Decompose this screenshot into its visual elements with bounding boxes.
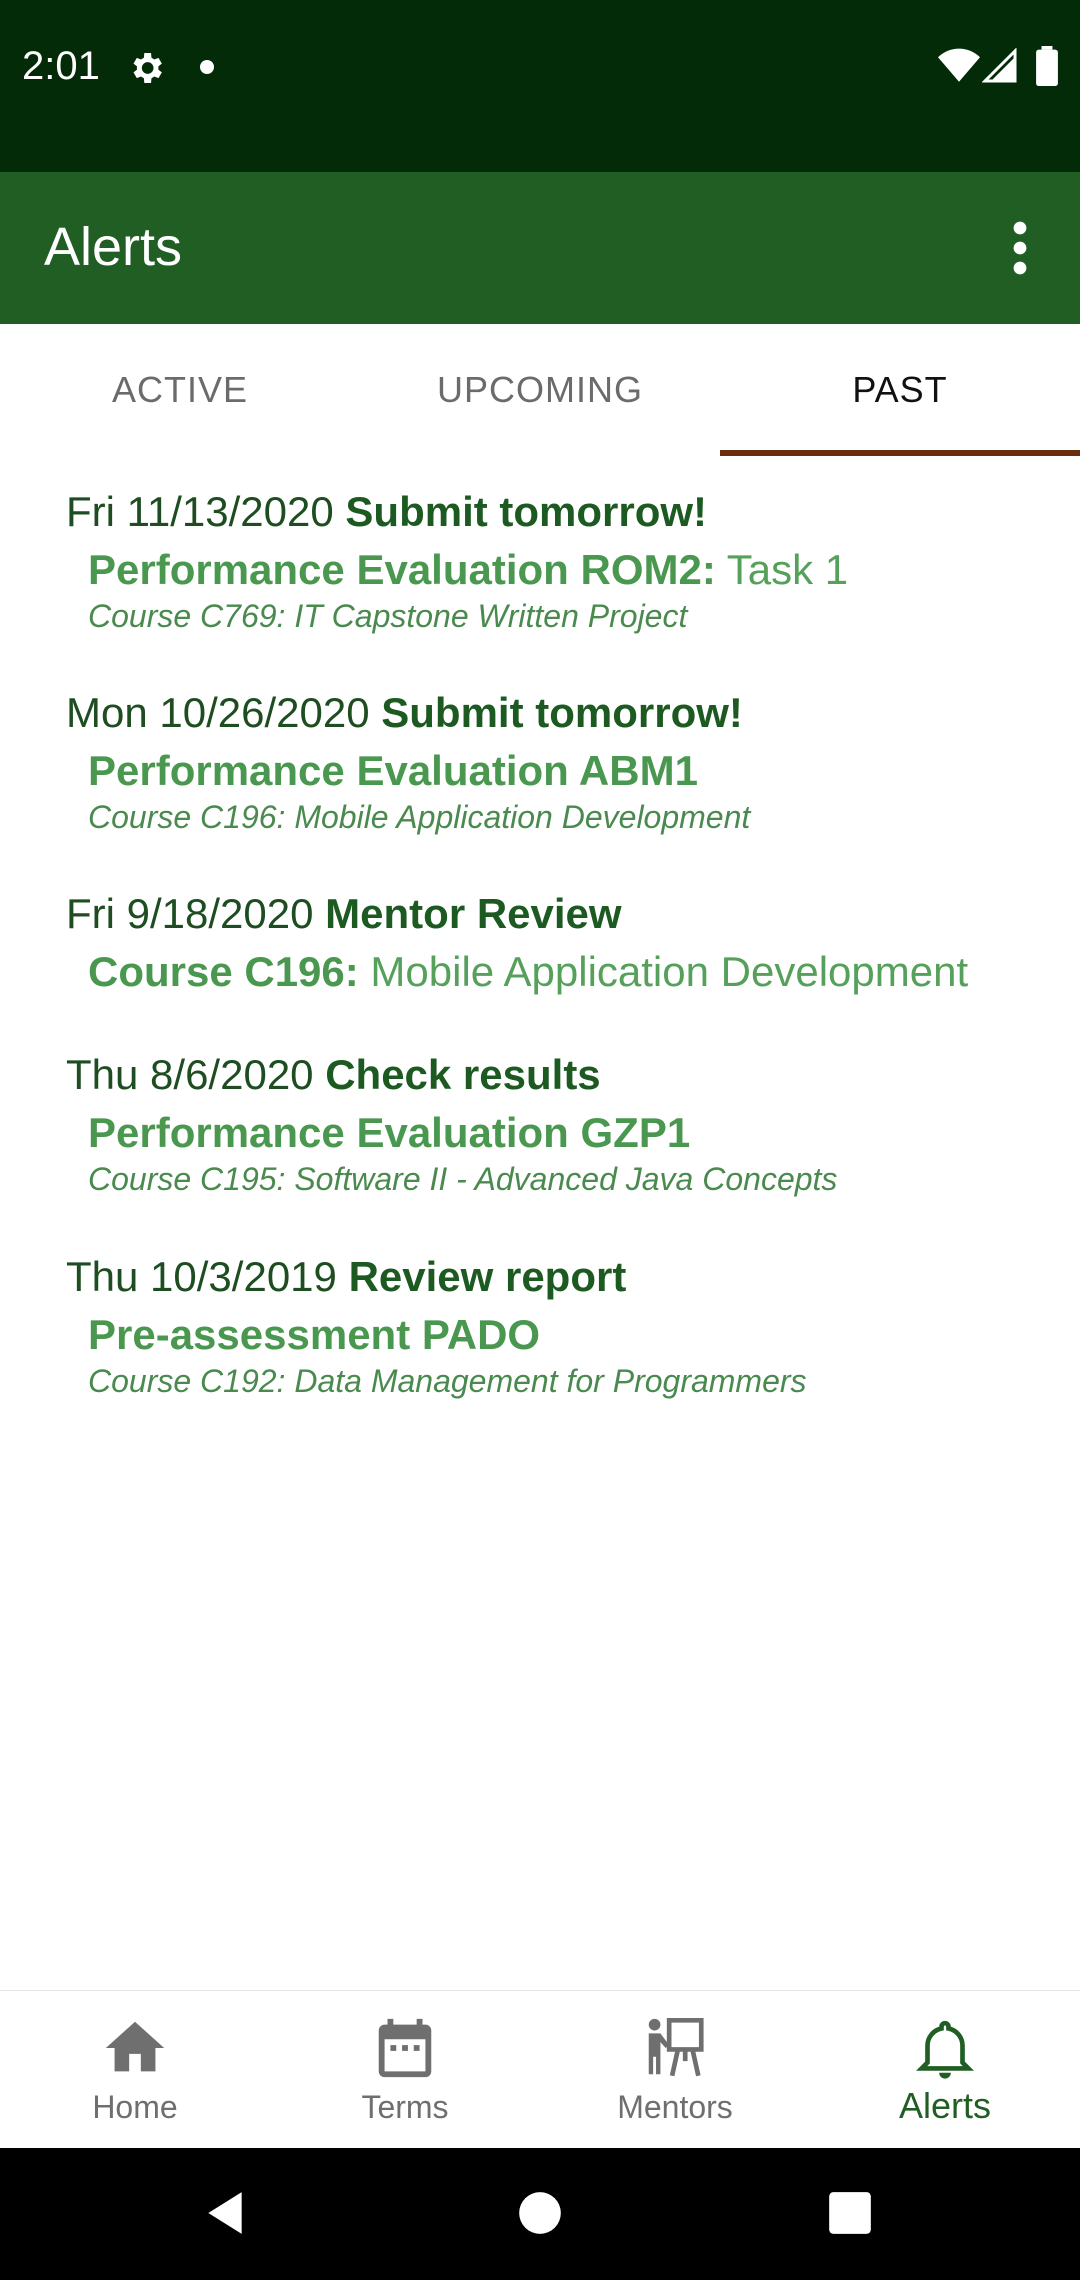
back-icon[interactable]: [200, 2188, 250, 2238]
alert-headline: Check results: [325, 1051, 601, 1098]
nav-label-terms: Terms: [361, 2089, 449, 2125]
notification-dot-icon: [200, 60, 214, 74]
home-icon: [105, 2021, 165, 2072]
alert-title: Course C196:: [88, 948, 359, 995]
alert-title-line: Performance Evaluation ABM1: [88, 747, 1066, 795]
alert-date-line: Thu 8/6/2020 Check results: [66, 1051, 1066, 1099]
gear-icon: [133, 53, 162, 83]
nav-item-terms[interactable]: Terms: [270, 1991, 540, 2149]
nav-item-home[interactable]: Home: [0, 1991, 270, 2149]
bottom-navigation: Home Terms Mentors Alerts: [0, 1990, 1080, 2149]
signal-icon: [982, 48, 1017, 83]
alert-course: Course C192: Data Management for Program…: [88, 1363, 807, 1399]
status-time: 2:01: [22, 44, 100, 88]
battery-icon: [1036, 46, 1058, 86]
alert-headline: Mentor Review: [325, 890, 622, 937]
alert-date-line: Fri 9/18/2020 Mentor Review: [66, 890, 1066, 938]
alert-date: Fri 11/13/2020: [66, 488, 334, 535]
alert-title-line: Performance Evaluation GZP1: [88, 1109, 1066, 1157]
list-item[interactable]: Thu 10/3/2019 Review report Pre-assessme…: [66, 1253, 1066, 1400]
tab-past[interactable]: PAST: [852, 369, 948, 410]
alert-course: Course C196: Mobile Application Developm…: [88, 799, 751, 835]
alert-headline: Review report: [348, 1253, 627, 1300]
nav-label-home: Home: [92, 2089, 178, 2125]
alert-title-line: Performance Evaluation ROM2: Task 1: [88, 546, 1066, 594]
alert-title-suffix: Mobile Application Development: [358, 948, 969, 995]
list-item[interactable]: Fri 11/13/2020 Submit tomorrow! Performa…: [66, 488, 1066, 635]
wifi-icon: [938, 48, 980, 82]
alert-headline: Submit tomorrow!: [345, 488, 708, 535]
alert-date: Thu 10/3/2019: [66, 1253, 337, 1300]
nav-label-mentors: Mentors: [617, 2089, 733, 2125]
recents-icon[interactable]: [825, 2188, 875, 2238]
nav-label-alerts: Alerts: [898, 2085, 992, 2126]
mentor-icon: [648, 2017, 704, 2077]
tab-indicator: [720, 450, 1080, 456]
calendar-icon: [378, 2018, 432, 2078]
alert-title-line: Pre-assessment PADO: [88, 1311, 1066, 1359]
alert-title-line: Course C196: Mobile Application Developm…: [88, 948, 1066, 996]
alert-date-line: Mon 10/26/2020 Submit tomorrow!: [66, 689, 1066, 737]
alert-course: Course C769: IT Capstone Written Project: [88, 598, 688, 634]
app-bar: Alerts: [0, 172, 1080, 324]
list-item[interactable]: Fri 9/18/2020 Mentor Review Course C196:…: [66, 890, 1066, 996]
alert-headline: Submit tomorrow!: [381, 689, 743, 736]
home-circle-icon[interactable]: [515, 2188, 565, 2238]
nav-item-alerts[interactable]: Alerts: [810, 1991, 1080, 2149]
alert-title-suffix: Task 1: [715, 546, 849, 593]
alert-course: Course C195: Software II - Advanced Java…: [88, 1161, 838, 1197]
more-vert-icon[interactable]: [1000, 220, 1040, 276]
page-title: Alerts: [44, 217, 183, 277]
tab-bar: ACTIVE UPCOMING PAST: [0, 324, 1080, 456]
tab-active[interactable]: ACTIVE: [111, 369, 249, 410]
alert-title: Performance Evaluation ABM1: [88, 747, 698, 794]
list-item[interactable]: Thu 8/6/2020 Check results Performance E…: [66, 1051, 1066, 1198]
list-item[interactable]: Mon 10/26/2020 Submit tomorrow! Performa…: [66, 689, 1066, 836]
status-bar: 2:01: [0, 0, 1080, 172]
alert-title: Pre-assessment PADO: [88, 1311, 541, 1358]
system-navigation-bar: [0, 2148, 1080, 2280]
alert-title: Performance Evaluation ROM2:: [88, 546, 716, 593]
bell-icon: [916, 2020, 974, 2079]
alert-date: Thu 8/6/2020: [66, 1051, 314, 1098]
alert-date-line: Thu 10/3/2019 Review report: [66, 1253, 1066, 1301]
alert-date-line: Fri 11/13/2020 Submit tomorrow!: [66, 488, 1066, 536]
alert-date: Mon 10/26/2020: [66, 689, 370, 736]
tab-upcoming[interactable]: UPCOMING: [437, 369, 643, 410]
alert-date: Fri 9/18/2020: [66, 890, 314, 937]
nav-item-mentors[interactable]: Mentors: [540, 1991, 810, 2149]
alert-title: Performance Evaluation GZP1: [88, 1109, 691, 1156]
